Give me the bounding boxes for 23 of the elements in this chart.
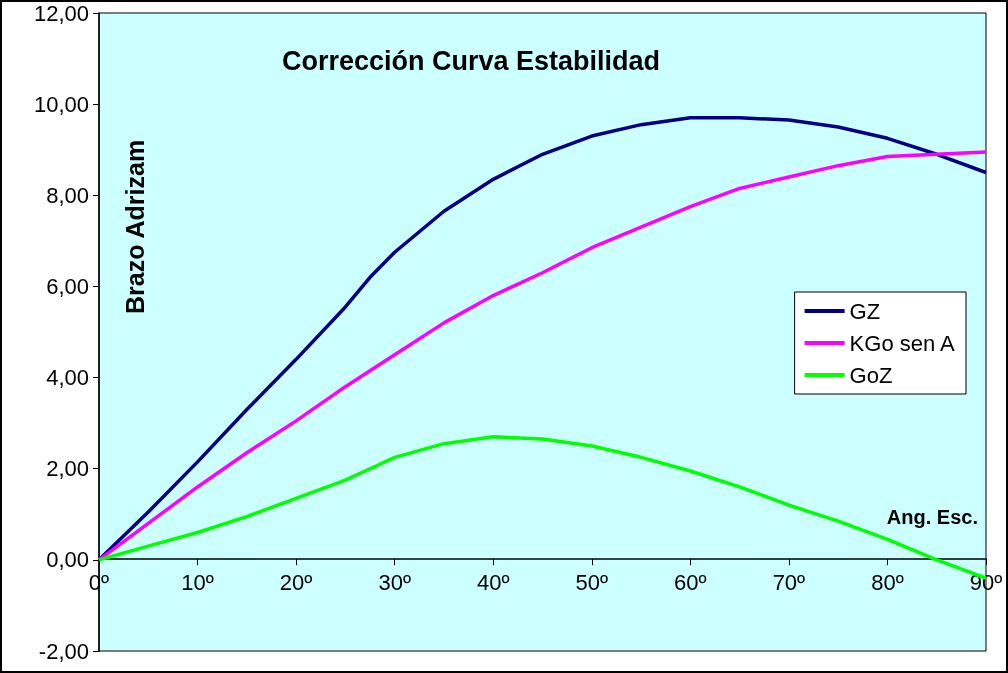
y-axis-title: Brazo Adrizam bbox=[120, 139, 149, 314]
y-tick-label: 8,00 bbox=[46, 182, 89, 208]
x-tick-label: 40º bbox=[476, 569, 510, 595]
y-tick-label: 6,00 bbox=[46, 273, 89, 299]
legend-label: GZ bbox=[849, 298, 881, 324]
y-tick-label: -2,00 bbox=[38, 638, 89, 664]
x-axis-title: Ang. Esc. bbox=[886, 506, 979, 528]
y-tick-label: 2,00 bbox=[46, 456, 89, 482]
y-tick-label: 0,00 bbox=[46, 547, 89, 573]
x-tick-label: 20º bbox=[279, 569, 313, 595]
legend-label: KGo sen A bbox=[849, 330, 956, 356]
x-tick-label: 10º bbox=[181, 569, 214, 595]
legend-label: GoZ bbox=[849, 362, 893, 388]
y-tick-label: 4,00 bbox=[46, 365, 89, 391]
y-tick-label: 10,00 bbox=[33, 91, 89, 117]
text: Corrección Curva Estabilidad bbox=[282, 45, 661, 76]
x-tick-label: 60º bbox=[674, 569, 707, 595]
x-tick-label: 50º bbox=[575, 569, 609, 595]
x-tick-label: 90º bbox=[969, 569, 1003, 595]
x-tick-label: 70º bbox=[772, 569, 806, 595]
x-tick-label: 80º bbox=[871, 569, 904, 595]
y-tick-label: 12,00 bbox=[33, 0, 89, 26]
x-tick-label: 30º bbox=[378, 569, 411, 595]
